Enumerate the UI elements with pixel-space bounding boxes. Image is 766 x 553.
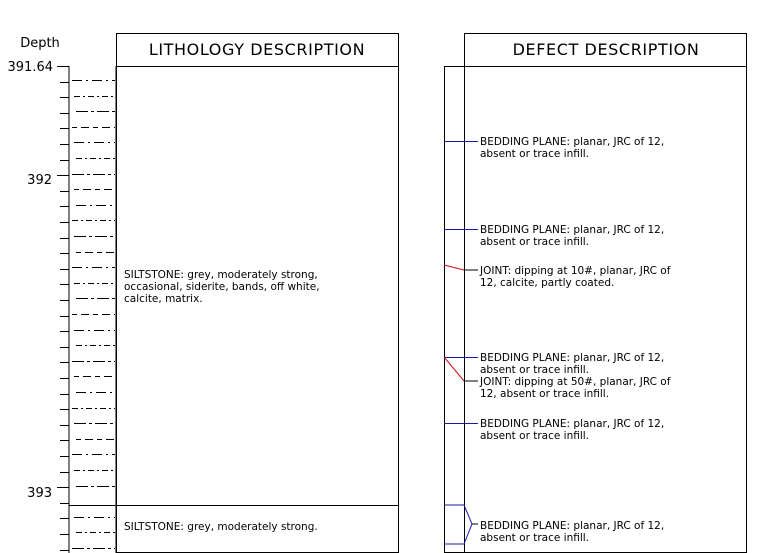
defect-text-line: absent or trace infill. [480, 236, 589, 248]
lithology-unit-description: SILTSTONE: grey, moderately strong, occa… [124, 269, 320, 305]
defect-text-line: absent or trace infill. [480, 430, 589, 442]
lithology-text-line: calcite, matrix. [124, 293, 203, 305]
defect-text-line: 12, absent or trace infill. [480, 388, 609, 400]
depth-top-value: 391.64 [8, 60, 54, 75]
defect-description: BEDDING PLANE: planar, JRC of 12, absent… [480, 418, 664, 442]
lithology-text-line: SILTSTONE: grey, moderately strong. [124, 521, 318, 533]
siltstone-pattern [72, 80, 115, 549]
defect-text-line: BEDDING PLANE: planar, JRC of 12, [480, 136, 664, 148]
defect-description: BEDDING PLANE: planar, JRC of 12, absent… [480, 352, 664, 376]
lithology-text-line: occasional, siderite, bands, off white, [124, 281, 320, 293]
defect-text-line: absent or trace infill. [480, 364, 589, 376]
bedding-plane-symbol [444, 504, 473, 545]
defect-text-line: absent or trace infill. [480, 148, 589, 160]
depth-ticks [57, 66, 69, 551]
depth-tick-label: 393 [27, 486, 52, 501]
lithology-text-line: SILTSTONE: grey, moderately strong, [124, 269, 318, 281]
defect-description: BEDDING PLANE: planar, JRC of 12, absent… [480, 224, 664, 248]
depth-axis-label: Depth [20, 36, 60, 51]
lithology-header: LITHOLOGY DESCRIPTION [149, 40, 365, 59]
joint-symbol [443, 356, 465, 382]
defect-text-line: JOINT: dipping at 10#, planar, JRC of [479, 265, 671, 277]
defect-text-line: BEDDING PLANE: planar, JRC of 12, [480, 352, 664, 364]
defect-graphic-column [444, 66, 465, 553]
joint-symbol [443, 264, 465, 271]
defect-text-line: JOINT: dipping at 50#, planar, JRC of [479, 376, 671, 388]
defect-text-line: BEDDING PLANE: planar, JRC of 12, [480, 520, 664, 532]
defect-text-line: BEDDING PLANE: planar, JRC of 12, [480, 418, 664, 430]
defect-description: BEDDING PLANE: planar, JRC of 12, absent… [480, 136, 664, 160]
lithology-unit-description: SILTSTONE: grey, moderately strong. [124, 521, 318, 533]
defect-text-line: absent or trace infill. [480, 532, 589, 544]
depth-tick-label: 392 [27, 173, 52, 188]
defect-header: DEFECT DESCRIPTION [513, 40, 700, 59]
defect-description-column [464, 33, 747, 553]
defect-description: BEDDING PLANE: planar, JRC of 12, absent… [480, 520, 664, 544]
defect-text-line: 12, calcite, partly coated. [480, 277, 614, 289]
defect-description: JOINT: dipping at 10#, planar, JRC of 12… [479, 265, 671, 289]
defect-text-line: BEDDING PLANE: planar, JRC of 12, [480, 224, 664, 236]
defect-description: JOINT: dipping at 50#, planar, JRC of 12… [479, 376, 671, 400]
